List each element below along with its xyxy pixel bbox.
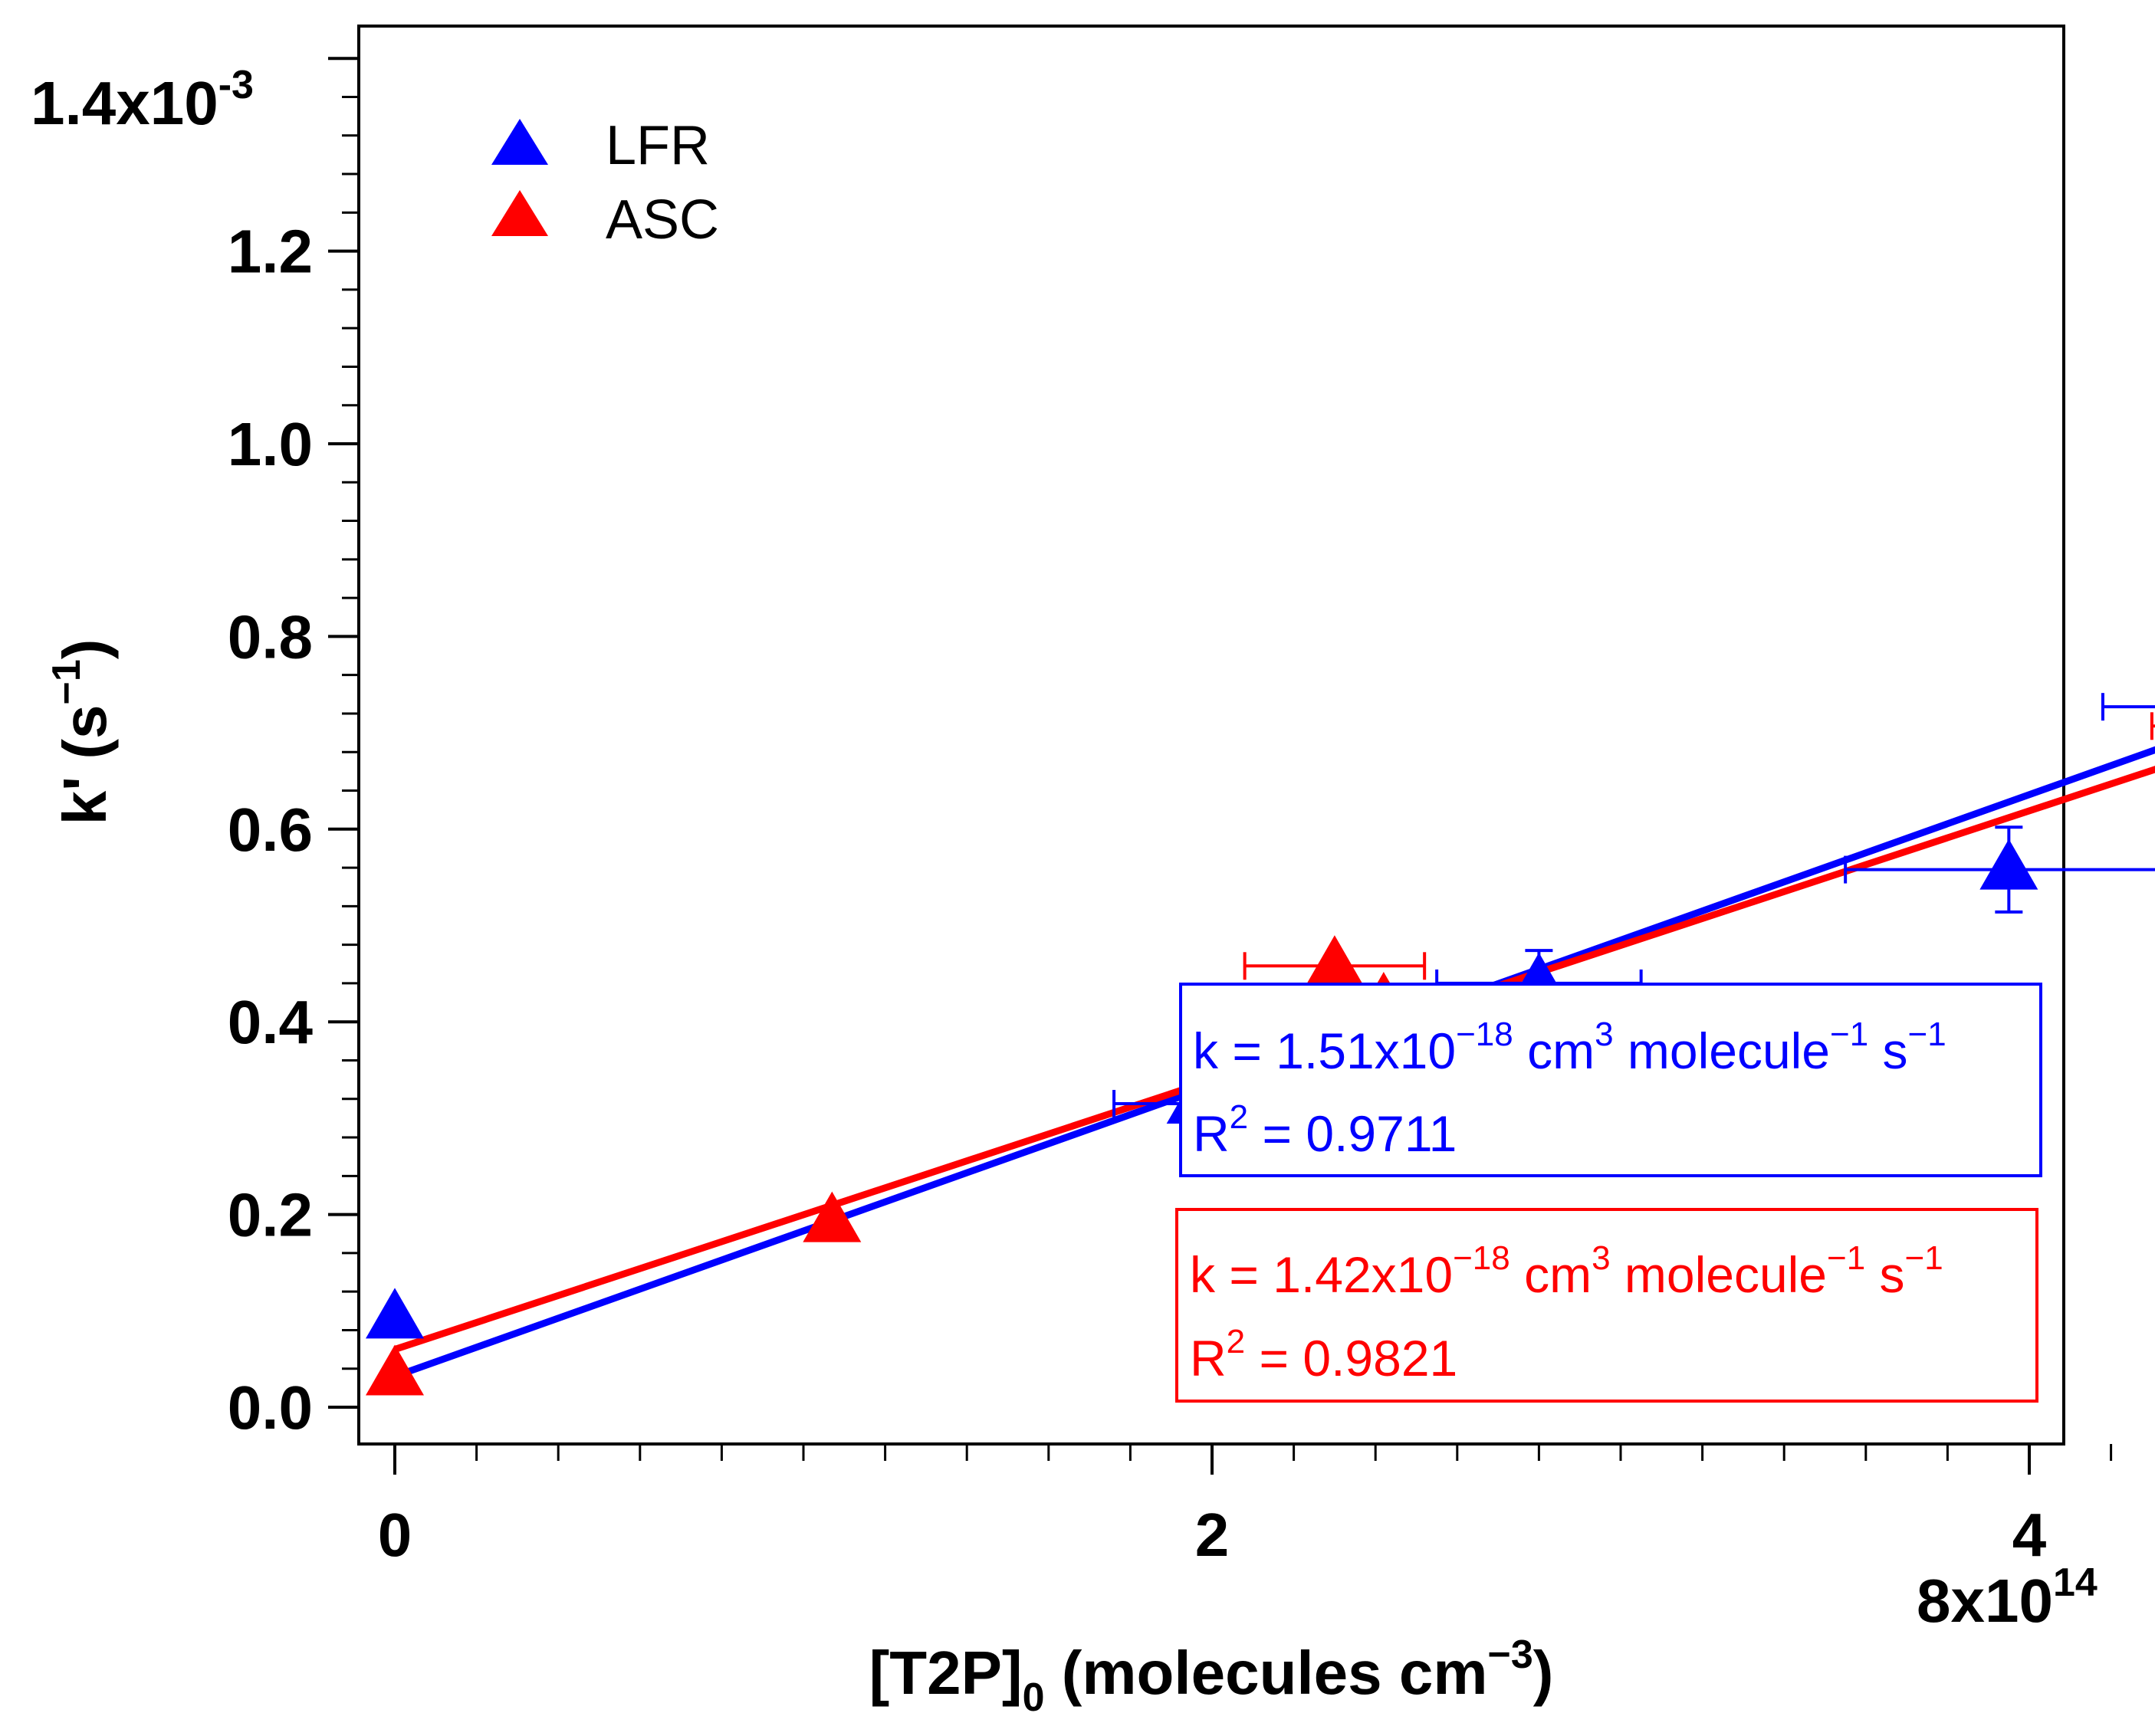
- y-tick-label: 0.8: [228, 602, 313, 671]
- fit-line-lfr: [393, 746, 2155, 1380]
- axes: 0.00.20.40.60.81.01.20246: [228, 57, 2113, 1569]
- asc-stats-frame: [1175, 1208, 2038, 1403]
- asc-r-squared: R2 = 0.9821: [1190, 1323, 1457, 1387]
- y-tick-label: 1.0: [228, 410, 313, 478]
- lfr-r-squared: R2 = 0.9711: [1193, 1098, 1457, 1162]
- lfr-rate-constant: k = 1.51x10−18 cm3 molecule−1 s−1: [1193, 1016, 1946, 1079]
- data-point-lfr: [366, 1288, 424, 1339]
- lfr-stats-box: k = 1.51x10−18 cm3 molecule−1 s−1 R2 = 0…: [1179, 983, 2042, 1177]
- data-point-asc: [803, 1191, 862, 1242]
- legend-marker-lfr: [491, 119, 548, 165]
- x-tick-label: 4: [2012, 1501, 2047, 1569]
- lfr-stats-frame: [1179, 983, 2042, 1177]
- data-point-asc: [1305, 935, 1364, 986]
- x-axis-end-label: 8x1014: [1917, 1560, 2098, 1635]
- y-tick-label: 0.2: [228, 1181, 313, 1249]
- y-axis-title: k' (s−1): [44, 639, 119, 825]
- y-tick-label: 1.2: [228, 218, 313, 286]
- y-tick-label: 0.0: [228, 1373, 313, 1442]
- x-axis-title: [T2P]0 (molecules cm−3): [869, 1633, 1554, 1720]
- legend: LFR ASC: [491, 115, 719, 251]
- asc-stats-box: k = 1.42x10−18 cm3 molecule−1 s−1 R2 = 0…: [1175, 1208, 2038, 1403]
- legend-label-lfr: LFR: [606, 115, 710, 176]
- x-tick-label: 2: [1195, 1501, 1230, 1569]
- y-axis-top-label: 1.4x10-3: [31, 63, 254, 137]
- data-point-lfr: [1979, 838, 2038, 890]
- legend-label-asc: ASC: [606, 189, 719, 251]
- y-tick-label: 0.6: [228, 796, 313, 864]
- y-tick-label: 0.4: [228, 988, 314, 1056]
- legend-marker-asc: [491, 190, 548, 236]
- asc-rate-constant: k = 1.42x10−18 cm3 molecule−1 s−1: [1190, 1239, 1943, 1303]
- x-tick-label: 0: [378, 1501, 412, 1569]
- data-point-asc: [366, 1344, 424, 1396]
